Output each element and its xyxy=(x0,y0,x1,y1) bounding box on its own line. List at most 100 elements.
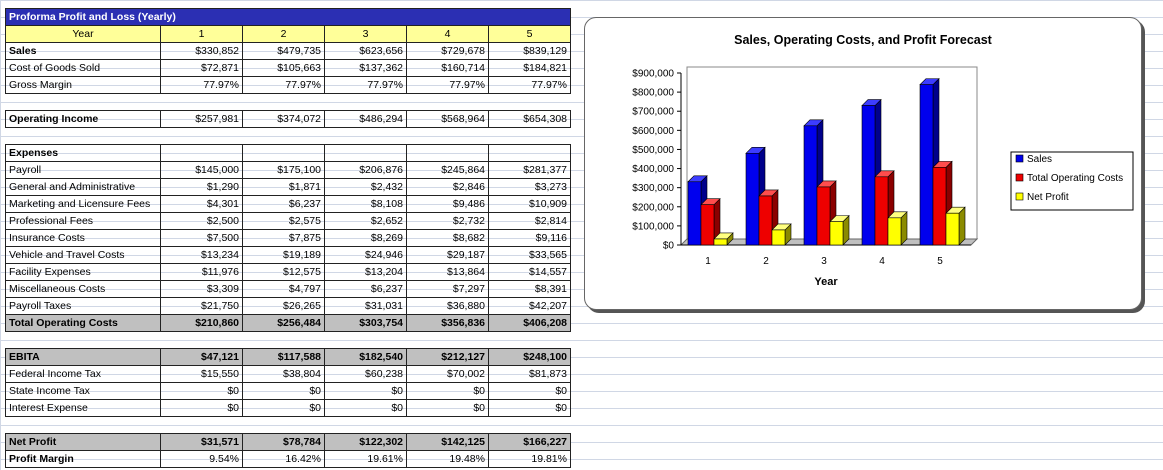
blank-cell[interactable] xyxy=(488,416,571,434)
expense-row-value[interactable]: $3,309 xyxy=(160,280,243,298)
expense-row-value[interactable]: $2,432 xyxy=(324,178,407,196)
blank-cell[interactable] xyxy=(160,144,243,162)
blank-cell[interactable] xyxy=(488,144,571,162)
expense-row-value[interactable]: $29,187 xyxy=(406,246,489,264)
net-profit-row-value[interactable]: $142,125 xyxy=(406,433,489,451)
blank-cell[interactable] xyxy=(406,127,489,145)
operating-income-row-value[interactable]: $654,308 xyxy=(488,110,571,128)
total-operating-costs-row-value[interactable]: $303,754 xyxy=(324,314,407,332)
expense-row-value[interactable]: $8,108 xyxy=(324,195,407,213)
net-profit-row-value[interactable]: $166,227 xyxy=(488,433,571,451)
blank-cell[interactable] xyxy=(406,93,489,111)
net-profit-row-value[interactable]: $122,302 xyxy=(324,433,407,451)
tax-row-value[interactable]: $0 xyxy=(242,399,325,417)
expense-row-value[interactable]: $1,871 xyxy=(242,178,325,196)
tax-row-value[interactable]: $81,873 xyxy=(488,365,571,383)
tax-row-value[interactable]: $0 xyxy=(406,382,489,400)
operating-income-row-value[interactable]: $486,294 xyxy=(324,110,407,128)
pl-row-value[interactable]: $839,129 xyxy=(488,42,571,60)
expense-row-value[interactable]: $245,864 xyxy=(406,161,489,179)
net-profit-row-label[interactable]: Net Profit xyxy=(5,433,161,451)
expense-row-label[interactable]: Professional Fees xyxy=(5,212,161,230)
pl-row-label[interactable]: Cost of Goods Sold xyxy=(5,59,161,77)
pl-row-value[interactable]: 77.97% xyxy=(324,76,407,94)
tax-row-value[interactable]: $0 xyxy=(488,399,571,417)
net-profit-row-value[interactable]: $31,571 xyxy=(160,433,243,451)
year-header-cell[interactable]: 3 xyxy=(324,25,407,43)
expense-row-value[interactable]: $9,116 xyxy=(488,229,571,247)
blank-cell[interactable] xyxy=(5,331,161,349)
blank-cell[interactable] xyxy=(324,93,407,111)
expense-row-value[interactable]: $12,575 xyxy=(242,263,325,281)
expense-row-value[interactable]: $145,000 xyxy=(160,161,243,179)
pl-row-value[interactable]: 77.97% xyxy=(160,76,243,94)
expense-row-value[interactable]: $2,814 xyxy=(488,212,571,230)
expense-row-value[interactable]: $2,652 xyxy=(324,212,407,230)
pl-row-value[interactable]: $184,821 xyxy=(488,59,571,77)
blank-cell[interactable] xyxy=(324,127,407,145)
blank-cell[interactable] xyxy=(5,127,161,145)
expense-row-value[interactable]: $10,909 xyxy=(488,195,571,213)
blank-cell[interactable] xyxy=(324,416,407,434)
pl-row-value[interactable]: $160,714 xyxy=(406,59,489,77)
year-header-cell[interactable]: 4 xyxy=(406,25,489,43)
blank-cell[interactable] xyxy=(160,127,243,145)
year-header-cell[interactable]: 1 xyxy=(160,25,243,43)
tax-row-value[interactable]: $60,238 xyxy=(324,365,407,383)
chart-container[interactable]: Sales, Operating Costs, and Profit Forec… xyxy=(584,17,1142,310)
operating-income-row-value[interactable]: $568,964 xyxy=(406,110,489,128)
blank-cell[interactable] xyxy=(488,127,571,145)
year-header-cell[interactable]: 5 xyxy=(488,25,571,43)
pl-row-value[interactable]: $729,678 xyxy=(406,42,489,60)
blank-cell[interactable] xyxy=(406,144,489,162)
operating-income-row-value[interactable]: $374,072 xyxy=(242,110,325,128)
tax-row-label[interactable]: Interest Expense xyxy=(5,399,161,417)
total-operating-costs-row-value[interactable]: $406,208 xyxy=(488,314,571,332)
expense-row-label[interactable]: Insurance Costs xyxy=(5,229,161,247)
expense-row-label[interactable]: General and Administrative xyxy=(5,178,161,196)
blank-cell[interactable] xyxy=(160,93,243,111)
expense-row-label[interactable]: Facility Expenses xyxy=(5,263,161,281)
pl-row-value[interactable]: $137,362 xyxy=(324,59,407,77)
blank-cell[interactable] xyxy=(5,93,161,111)
pl-row-value[interactable]: 77.97% xyxy=(406,76,489,94)
blank-cell[interactable] xyxy=(5,416,161,434)
year-header-label[interactable]: Year xyxy=(5,25,161,43)
blank-cell[interactable] xyxy=(242,331,325,349)
expense-row-value[interactable]: $3,273 xyxy=(488,178,571,196)
expense-row-value[interactable]: $14,557 xyxy=(488,263,571,281)
expense-row-value[interactable]: $4,797 xyxy=(242,280,325,298)
expense-row-value[interactable]: $2,732 xyxy=(406,212,489,230)
blank-cell[interactable] xyxy=(324,331,407,349)
pl-row-value[interactable]: $330,852 xyxy=(160,42,243,60)
tax-row-value[interactable]: $0 xyxy=(406,399,489,417)
blank-cell[interactable] xyxy=(242,144,325,162)
expense-row-value[interactable]: $7,500 xyxy=(160,229,243,247)
blank-cell[interactable] xyxy=(488,93,571,111)
tax-row-label[interactable]: Federal Income Tax xyxy=(5,365,161,383)
expense-row-value[interactable]: $13,234 xyxy=(160,246,243,264)
tax-row-value[interactable]: $0 xyxy=(324,399,407,417)
expense-row-value[interactable]: $7,297 xyxy=(406,280,489,298)
expense-row-value[interactable]: $33,565 xyxy=(488,246,571,264)
expense-row-label[interactable]: Miscellaneous Costs xyxy=(5,280,161,298)
tax-row-value[interactable]: $0 xyxy=(160,399,243,417)
expense-row-label[interactable]: Marketing and Licensure Fees xyxy=(5,195,161,213)
expense-row-value[interactable]: $6,237 xyxy=(324,280,407,298)
total-operating-costs-row-value[interactable]: $256,484 xyxy=(242,314,325,332)
expense-row-value[interactable]: $6,237 xyxy=(242,195,325,213)
blank-cell[interactable] xyxy=(488,331,571,349)
profit-margin-row-value[interactable]: 16.42% xyxy=(242,450,325,468)
sheet-title[interactable]: Proforma Profit and Loss (Yearly) xyxy=(5,8,571,26)
operating-income-row-label[interactable]: Operating Income xyxy=(5,110,161,128)
tax-row-value[interactable]: $0 xyxy=(160,382,243,400)
expense-row-value[interactable]: $8,391 xyxy=(488,280,571,298)
profit-margin-row-label[interactable]: Profit Margin xyxy=(5,450,161,468)
profit-margin-row-value[interactable]: 19.61% xyxy=(324,450,407,468)
profit-margin-row-value[interactable]: 19.48% xyxy=(406,450,489,468)
expense-row-value[interactable]: $24,946 xyxy=(324,246,407,264)
expense-row-value[interactable]: $206,876 xyxy=(324,161,407,179)
pl-row-value[interactable]: 77.97% xyxy=(488,76,571,94)
year-header-cell[interactable]: 2 xyxy=(242,25,325,43)
expense-row-value[interactable]: $42,207 xyxy=(488,297,571,315)
